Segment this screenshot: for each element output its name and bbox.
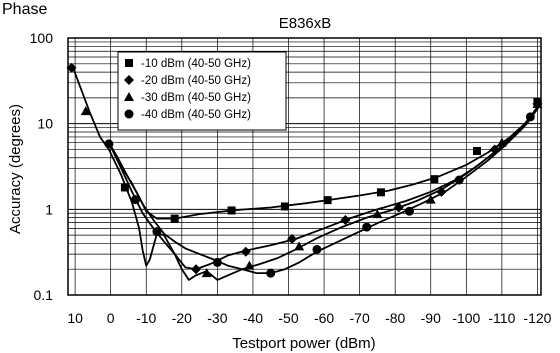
legend-label: -30 dBm (40-50 GHz): [141, 92, 251, 104]
data-point-triangle: [372, 209, 383, 219]
y-tick-label: 10: [37, 116, 53, 132]
x-tick-label: -110: [488, 310, 515, 326]
x-axis-label: Testport power (dBm): [232, 335, 375, 352]
legend: -10 dBm (40-50 GHz) -20 dBm (40-50 GHz) -3…: [117, 51, 287, 131]
x-tick-label: -120: [523, 310, 551, 326]
tick-labels: 10 0 -10 -20 -30 -40 -50 -60 -70 -80 -90 -100 -110 -1…: [30, 30, 552, 326]
data-point-circle: [212, 257, 222, 267]
x-tick-label: -60: [314, 310, 334, 326]
series-line: [108, 103, 542, 274]
y-tick-label: 1: [45, 201, 53, 217]
legend-label: -10 dBm (40-50 GHz): [141, 58, 251, 70]
data-point-triangle: [244, 260, 255, 270]
data-point-triangle: [496, 137, 507, 147]
data-point-circle: [152, 227, 162, 237]
data-point-circle: [312, 244, 322, 254]
x-tick-label: -70: [350, 310, 370, 326]
data-point-circle: [266, 268, 276, 278]
y-tick-label: 0.1: [34, 287, 54, 303]
data-point-diamond: [489, 144, 500, 155]
legend-marker-diamond: [124, 75, 134, 85]
legend-marker-triangle: [124, 92, 134, 101]
data-point-square: [227, 206, 236, 215]
series-markers: [66, 62, 543, 278]
x-tick-label: 0: [107, 310, 115, 326]
legend-label: -20 dBm (40-50 GHz): [141, 75, 251, 87]
legend-label: -40 dBm (40-50 GHz): [141, 109, 251, 121]
data-point-square: [430, 175, 439, 184]
data-point-diamond: [340, 215, 351, 226]
data-point-triangle: [532, 98, 543, 108]
data-point-square: [120, 183, 129, 192]
data-point-circle: [362, 222, 372, 232]
data-point-circle: [404, 206, 414, 216]
data-point-circle: [104, 139, 114, 149]
x-tick-label: -50: [278, 310, 298, 326]
data-point-triangle: [80, 106, 91, 116]
y-axis-label: Accuracy (degrees): [7, 104, 24, 234]
x-tick-label: -100: [452, 310, 480, 326]
data-point-diamond: [287, 234, 298, 245]
x-tick-label: -40: [243, 310, 263, 326]
y-tick-label: 100: [30, 30, 54, 46]
data-point-diamond: [66, 62, 77, 73]
data-point-square: [472, 146, 481, 155]
x-tick-label: 10: [67, 310, 83, 326]
data-point-square: [323, 196, 332, 205]
chart-grid: [68, 38, 541, 295]
data-point-circle: [525, 112, 535, 122]
x-tick-label: -10: [136, 310, 156, 326]
data-point-diamond: [240, 246, 251, 257]
data-point-circle: [131, 195, 141, 205]
data-point-circle: [454, 175, 464, 185]
plot-frame: [67, 37, 542, 296]
chart-title: E836xB: [279, 15, 332, 32]
x-tick-label: -20: [172, 310, 192, 326]
data-point-triangle: [425, 194, 436, 204]
data-point-diamond: [393, 202, 404, 213]
data-point-triangle: [294, 241, 305, 251]
legend-marker-circle: [124, 109, 134, 119]
data-point-triangle: [201, 268, 212, 278]
x-tick-label: -90: [421, 310, 441, 326]
data-point-diamond: [191, 264, 202, 275]
x-tick-label: -80: [385, 310, 405, 326]
data-point-square: [170, 214, 179, 223]
data-point-square: [280, 202, 289, 211]
data-point-diamond: [436, 186, 447, 197]
corner-label: Phase: [2, 1, 47, 18]
legend-box: [117, 51, 287, 131]
x-tick-label: -30: [207, 310, 227, 326]
legend-marker-square: [125, 59, 133, 67]
data-point-square: [376, 188, 385, 197]
